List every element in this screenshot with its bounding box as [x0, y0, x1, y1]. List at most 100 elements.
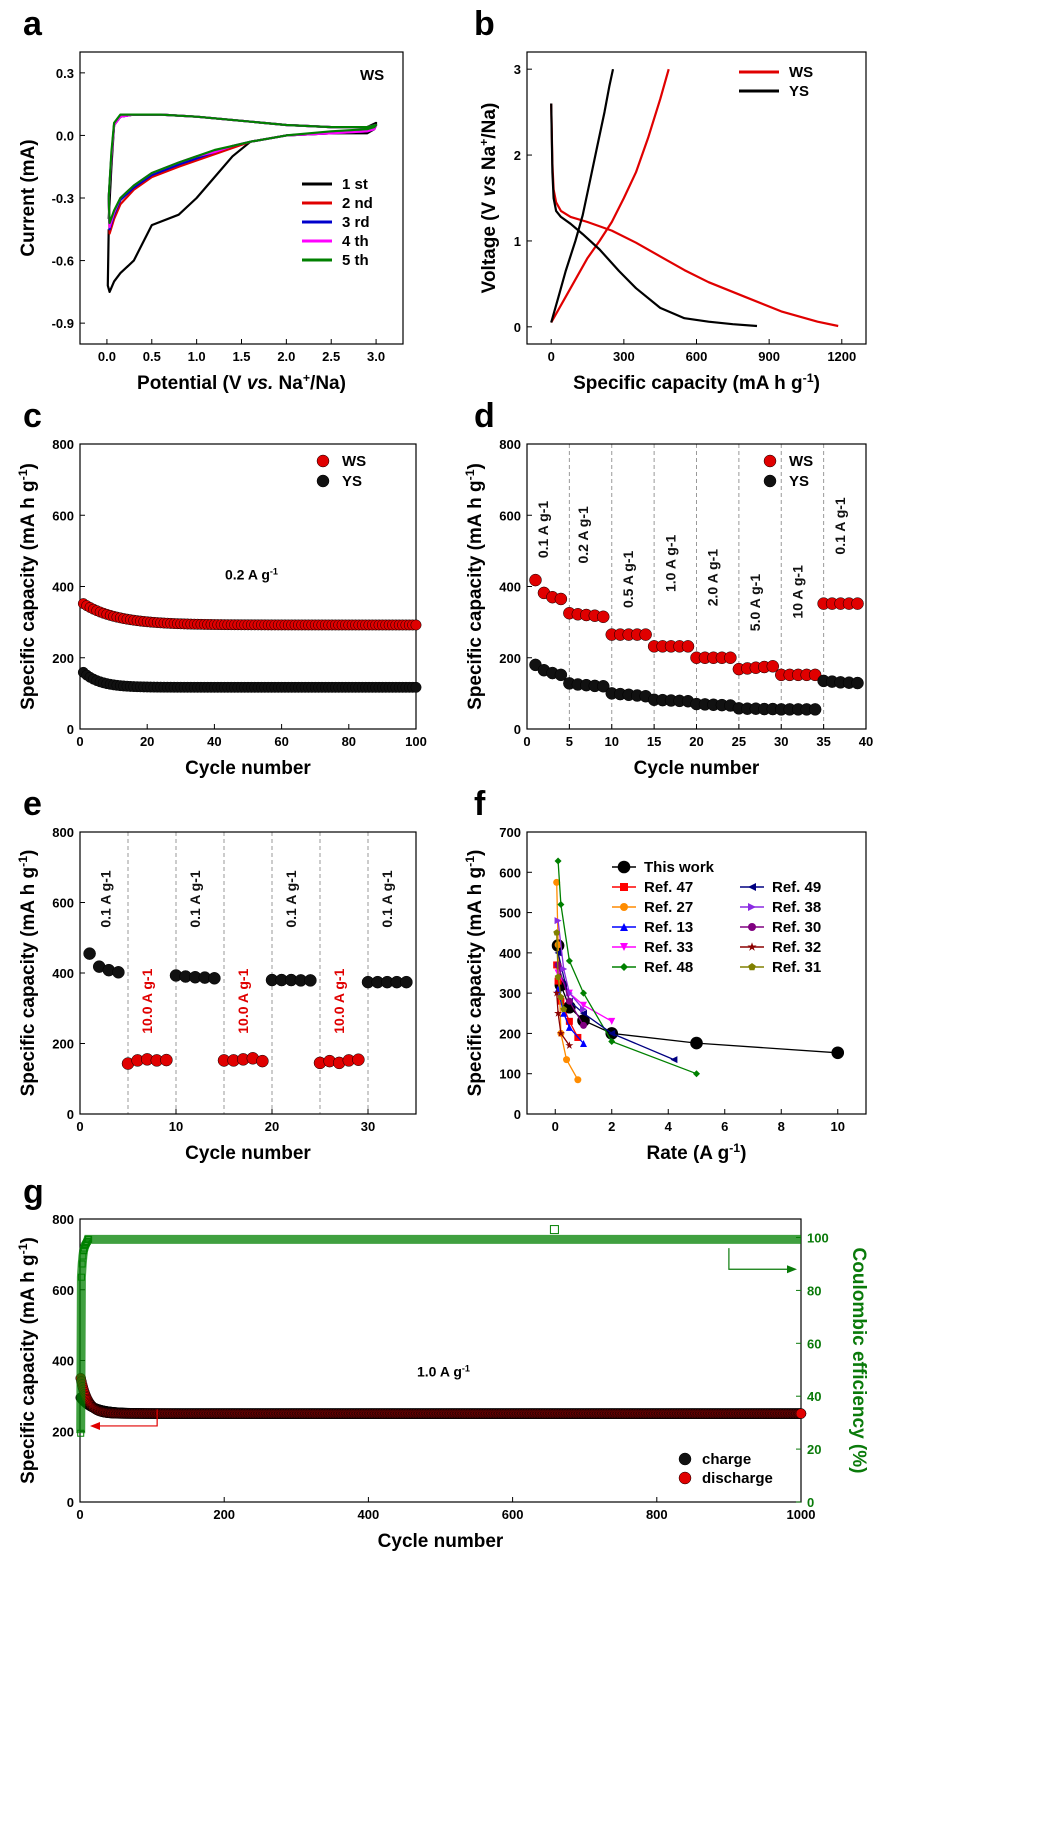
- data-point: [557, 993, 565, 1000]
- rate-annotation-part: -1: [270, 566, 278, 576]
- y-tick-label: 0: [514, 722, 521, 737]
- data-point: [795, 1408, 807, 1419]
- legend-label: Ref. 49: [772, 879, 821, 896]
- legend-label: YS: [342, 473, 362, 490]
- series-line: [557, 860, 697, 1075]
- ce-point: [549, 1225, 559, 1235]
- x-tick-label: 0: [76, 1119, 83, 1134]
- legend-label: 2 nd: [342, 195, 373, 212]
- x-tick-label: 300: [613, 349, 635, 364]
- x-axis-title-part: Potential (V: [137, 373, 247, 394]
- x-tick-label: 30: [774, 734, 788, 749]
- y-tick-label: 2: [514, 148, 521, 163]
- x-axis-title-part: Na: [273, 373, 303, 394]
- legend-swatch: [316, 454, 330, 468]
- legend-marker: [620, 943, 628, 951]
- data-point: [400, 975, 413, 989]
- data-point: [565, 957, 573, 965]
- y2-tick-label: 40: [807, 1389, 821, 1404]
- data-point: [554, 857, 562, 865]
- y-tick-label: 0.3: [56, 66, 74, 81]
- y-tick-label: 600: [52, 508, 74, 523]
- data-point: [851, 676, 864, 690]
- data-point: [565, 1023, 573, 1031]
- x-tick-label: 20: [689, 734, 703, 749]
- x-tick-label: 8: [778, 1119, 785, 1134]
- data-point: [208, 972, 221, 985]
- y-axis-title: Specific capacity (mA h g-1): [16, 463, 39, 710]
- y-tick-label: -0.9: [52, 316, 74, 331]
- y-tick-label: 800: [52, 1212, 74, 1227]
- data-point: [580, 989, 587, 997]
- legend-swatch: [678, 1452, 692, 1466]
- arrow-line: [728, 1248, 787, 1270]
- panel-label-b: b: [474, 5, 495, 43]
- legend-swatch: [763, 454, 777, 468]
- rate-annotation: 1.0 A g-1: [417, 1363, 470, 1379]
- plot-frame: [79, 1218, 802, 1503]
- legend-label: WS: [789, 64, 813, 81]
- y-axis-title-part: Voltage (V: [479, 197, 500, 294]
- x-tick-label: 2.5: [322, 349, 340, 364]
- legend-label: YS: [789, 83, 809, 100]
- ce-point: [85, 1235, 93, 1243]
- y-axis-title-part: Na: [479, 145, 500, 175]
- series-line: [557, 920, 584, 1010]
- data-point: [724, 651, 737, 664]
- legend-marker: [617, 860, 631, 874]
- data-point: [256, 1054, 269, 1068]
- x-axis-title-part: ): [814, 373, 820, 394]
- x-axis-title: Cycle number: [634, 758, 760, 779]
- data-point: [766, 660, 780, 673]
- y-tick-label: 600: [52, 896, 74, 911]
- y-axis-title-part: +: [477, 139, 491, 146]
- data-point: [554, 668, 568, 682]
- y-tick-label: 0: [514, 1107, 521, 1122]
- legend-marker: [748, 903, 756, 911]
- data-point: [580, 1009, 587, 1017]
- legend-swatch: [316, 474, 330, 488]
- data-point: [553, 929, 560, 936]
- y2-tick-label: 0: [807, 1495, 814, 1510]
- x-tick-label: 20: [265, 1119, 279, 1134]
- panel-label-d: d: [474, 397, 495, 435]
- x-tick-label: 0.0: [98, 349, 116, 364]
- arrow-head: [787, 1265, 797, 1274]
- legend-swatch: [678, 1471, 692, 1485]
- x-axis-title: Cycle number: [378, 1531, 504, 1552]
- x-axis-title-part: -1: [729, 1141, 740, 1155]
- data-point: [565, 1041, 574, 1049]
- data-point: [160, 1053, 173, 1067]
- rate-label: 0.1 A g-1: [98, 870, 114, 928]
- x-axis-title: Specific capacity (mA h g-1): [573, 371, 820, 394]
- data-point: [554, 973, 562, 980]
- legend-marker: [748, 923, 756, 931]
- y-tick-label: 0: [514, 320, 521, 335]
- series-line: [556, 932, 565, 1010]
- data-point: [580, 1001, 587, 1009]
- rate-label: 0.1 A g-1: [379, 870, 395, 928]
- legend-label: 1 st: [342, 176, 368, 193]
- x-tick-label: 1.5: [232, 349, 250, 364]
- panel-label-g: g: [23, 1173, 44, 1211]
- data-point: [304, 974, 317, 987]
- x-tick-label: 15: [647, 734, 661, 749]
- y-tick-label: 300: [499, 986, 521, 1001]
- data-point: [580, 1021, 587, 1029]
- data-point: [553, 878, 561, 886]
- data-point: [597, 680, 610, 693]
- legend-label: YS: [789, 473, 809, 490]
- data-point: [83, 947, 96, 960]
- x-tick-label: 30: [361, 1119, 375, 1134]
- y-axis-title-part: ): [18, 1237, 39, 1243]
- panel-label-f: f: [474, 785, 486, 823]
- data-point: [808, 668, 822, 682]
- y-tick-label: 100: [499, 1067, 521, 1082]
- panel-note: WS: [360, 67, 384, 84]
- y-tick-label: 400: [52, 1354, 74, 1369]
- panel-g: g0 200 400 600 800 10000200400600800020406080…: [16, 1173, 869, 1552]
- legend-marker: [620, 923, 628, 931]
- y-axis-title-part: -1: [463, 856, 477, 867]
- y-axis-title-part: -1: [16, 469, 30, 480]
- y2-tick-label: 20: [807, 1442, 821, 1457]
